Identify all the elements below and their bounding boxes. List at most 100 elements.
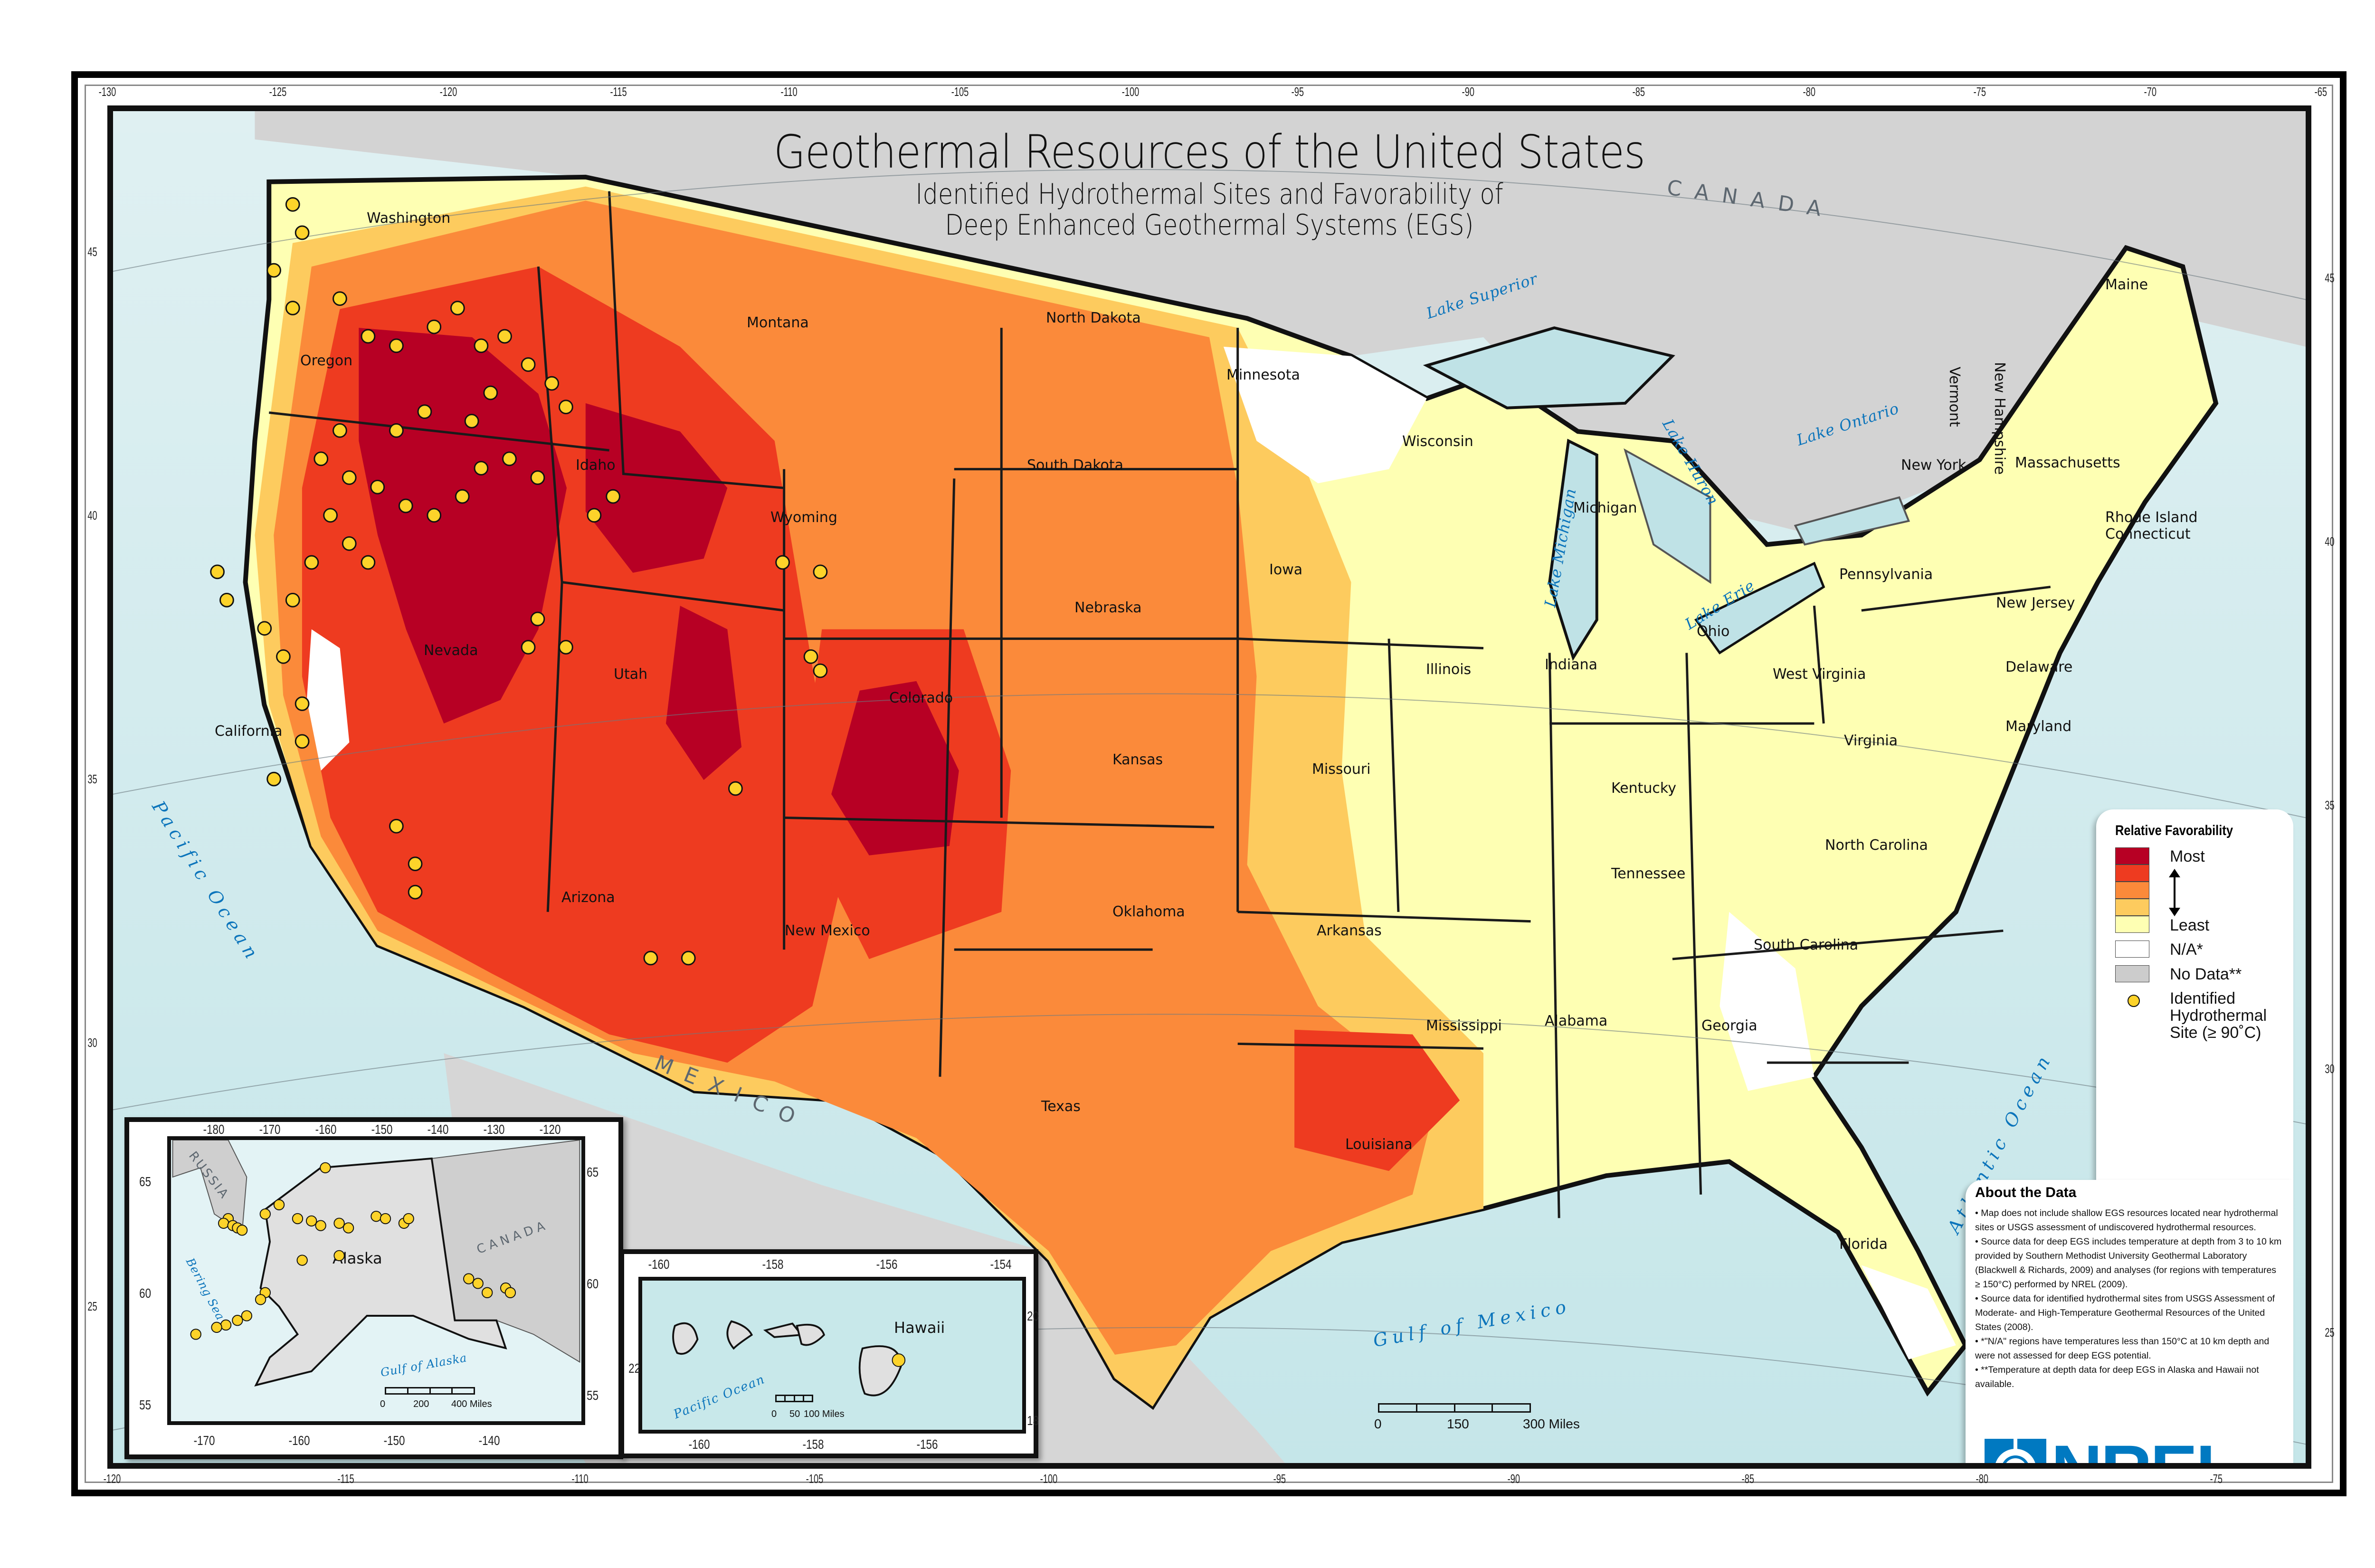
- hydrothermal-site-marker: [266, 771, 281, 787]
- state-label: North Dakota: [1046, 310, 1141, 326]
- inset-coordinate-tick: 55: [139, 1397, 152, 1412]
- coordinate-tick: -110: [780, 85, 798, 99]
- double-arrow-icon: [2169, 869, 2180, 916]
- state-label: Mississippi: [1426, 1017, 1502, 1034]
- inset-coordinate-tick: -160: [288, 1433, 310, 1448]
- coordinate-tick: -115: [610, 85, 627, 99]
- coordinate-tick: -90: [1507, 1472, 1520, 1486]
- legend-title: Relative Favorability: [2115, 823, 2233, 838]
- hydrothermal-site-marker: [502, 451, 517, 466]
- hydrothermal-sites-layer: [210, 197, 828, 966]
- hydrothermal-site-marker: [342, 1222, 354, 1234]
- hydrothermal-site-marker: [342, 470, 357, 485]
- hydrothermal-site-marker: [276, 649, 291, 664]
- hawaii-label: Hawaii: [894, 1319, 945, 1337]
- hydrothermal-site-marker: [294, 696, 310, 711]
- coordinate-tick: 25: [87, 1299, 97, 1313]
- hydrothermal-site-marker: [314, 451, 329, 466]
- coordinate-tick: -100: [1121, 85, 1140, 99]
- legend-nodata-label: No Data**: [2170, 965, 2242, 983]
- legend-swatch-nodata: [2115, 965, 2149, 982]
- state-label: New Mexico: [785, 922, 870, 939]
- state-label: Delaware: [2005, 659, 2073, 675]
- coordinate-tick: 35: [2325, 798, 2335, 812]
- hydrothermal-site-marker: [259, 1208, 271, 1220]
- state-label: Louisiana: [1345, 1136, 1413, 1153]
- inset-coordinate-tick: -156: [876, 1257, 898, 1272]
- state-label: New Jersey: [1996, 595, 2075, 611]
- state-label: Alabama: [1545, 1013, 1608, 1029]
- state-label: Kentucky: [1611, 780, 1676, 797]
- hydrothermal-site-marker: [427, 508, 442, 523]
- inset-coordinate-tick: -140: [478, 1433, 500, 1448]
- hydrothermal-site-marker: [559, 640, 573, 655]
- coordinate-tick: 45: [2325, 271, 2335, 285]
- state-label: Montana: [747, 314, 809, 331]
- alaska-scale-bar: [385, 1387, 475, 1395]
- coordinate-tick: -75: [1973, 85, 1986, 99]
- hydrothermal-site-marker: [219, 592, 234, 608]
- alaska-graphic: [172, 1140, 580, 1387]
- about-bullet-1: • Map does not include shallow EGS resou…: [1975, 1208, 2278, 1233]
- legend-na-label: N/A*: [2170, 941, 2203, 959]
- hydrothermal-site-marker: [273, 1199, 285, 1210]
- coordinate-tick: -130: [98, 85, 116, 99]
- hydrothermal-site-marker: [813, 564, 828, 580]
- hydrothermal-site-marker: [587, 508, 602, 523]
- inset-coordinate-tick: 18: [1027, 1413, 1039, 1428]
- hydrothermal-site-marker: [530, 470, 545, 485]
- hydrothermal-site-marker: [681, 950, 696, 966]
- about-title: About the Data: [1975, 1185, 2077, 1200]
- state-label: Indiana: [1545, 656, 1598, 673]
- inset-coordinate-tick: -150: [371, 1122, 393, 1137]
- coordinate-tick: -110: [571, 1472, 589, 1486]
- state-label: Nebraska: [1074, 599, 1142, 616]
- state-label: Utah: [614, 666, 648, 683]
- legend-swatch-high: [2115, 865, 2149, 882]
- state-label: South Carolina: [1754, 937, 1859, 953]
- inset-coordinate-tick: -154: [990, 1257, 1012, 1272]
- state-label: New York: [1901, 457, 1966, 474]
- legend-site-line2: Hydrothermal: [2170, 1007, 2267, 1025]
- alaska-inset: Alaska RUSSIA CANADA Bering Sea Gulf of …: [124, 1117, 623, 1459]
- hydrothermal-site-marker: [398, 498, 413, 513]
- scale-label-300: 300 Miles: [1523, 1416, 1580, 1431]
- hydrothermal-site-marker: [361, 555, 376, 570]
- hawaii-scale-0: 0: [771, 1409, 777, 1419]
- hydrothermal-site-marker: [463, 1273, 475, 1284]
- hydrothermal-site-icon: [2128, 995, 2140, 1007]
- hawaii-scale-50: 50: [789, 1409, 800, 1419]
- coordinate-tick: -90: [1462, 85, 1474, 99]
- hawaii-scale-bar: [775, 1395, 813, 1402]
- coordinate-tick: -95: [1291, 85, 1304, 99]
- state-label: Washington: [367, 210, 451, 227]
- inset-coordinate-tick: -120: [539, 1122, 561, 1137]
- hydrothermal-site-marker: [296, 1254, 308, 1266]
- inset-coordinate-tick: -170: [259, 1122, 281, 1137]
- hydrothermal-site-marker: [389, 423, 404, 438]
- hydrothermal-site-marker: [304, 555, 319, 570]
- hydrothermal-site-marker: [464, 414, 479, 428]
- hydrothermal-site-marker: [210, 564, 225, 580]
- hydrothermal-site-marker: [211, 1321, 222, 1333]
- inner-frame: [85, 85, 2333, 1483]
- hydrothermal-site-marker: [285, 592, 300, 608]
- coordinate-tick: -85: [1632, 85, 1645, 99]
- map-title: Geothermal Resources of the United State…: [773, 125, 1645, 179]
- hydrothermal-site-marker: [236, 1225, 248, 1236]
- coordinate-tick: -95: [1273, 1472, 1286, 1486]
- hydrothermal-site-marker: [474, 338, 489, 353]
- state-label: Oregon: [300, 352, 353, 369]
- about-bullet-5: • **Temperature at depth data for deep E…: [1975, 1365, 2259, 1389]
- hydrothermal-site-marker: [332, 291, 347, 306]
- state-label: Maryland: [2005, 718, 2072, 735]
- hydrothermal-site-marker: [521, 357, 536, 372]
- hydrothermal-site-marker: [294, 225, 310, 240]
- legend-swatch-most: [2115, 847, 2149, 865]
- hydrothermal-site-marker: [474, 461, 489, 476]
- hydrothermal-site-marker: [361, 329, 376, 344]
- coordinate-tick: 35: [87, 772, 97, 786]
- state-label: Wyoming: [770, 509, 837, 526]
- scale-label-0: 0: [1374, 1416, 1382, 1431]
- map-subtitle-line1: Identified Hydrothermal Sites and Favora…: [915, 178, 1503, 211]
